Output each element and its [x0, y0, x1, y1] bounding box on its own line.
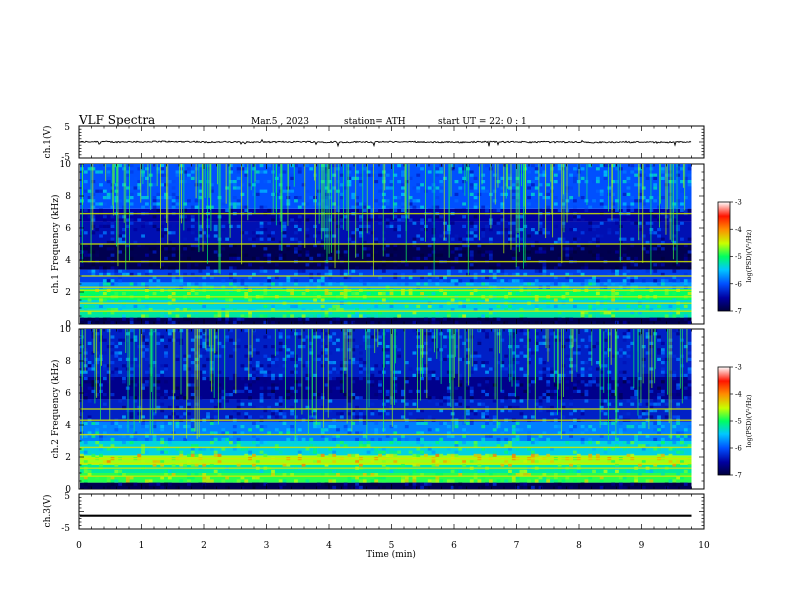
ytick-label: 10 — [60, 325, 72, 335]
ch3-waveform-panel: 5 -5 ch.3(V) — [42, 492, 705, 534]
time-tick-label: 6 — [451, 541, 457, 551]
colorbar-tick-label: -5 — [735, 418, 742, 426]
ytick-label: 2 — [65, 453, 71, 463]
colorbar-tick-label: -3 — [735, 199, 742, 207]
ch1-ticks — [78, 125, 705, 159]
ytick-label: 2 — [65, 288, 71, 298]
ch1-spec-ticks — [78, 163, 705, 325]
ch2-colorbar: -3 -4 -5 -6 -7 log(PSD)(V²/Hz) — [717, 364, 753, 480]
time-tick-label: 4 — [326, 541, 332, 551]
ch2-colorbar-label: log(PSD)(V²/Hz) — [745, 394, 753, 447]
time-axis-label: Time (min) — [366, 549, 416, 560]
colorbar-tick-label: -4 — [735, 226, 742, 234]
time-tick-label: 9 — [639, 541, 645, 551]
ch1-colorbar-ticks: -3 -4 -5 -6 -7 — [730, 199, 742, 316]
ch2-spec-ylabel: ch.2 Frequency (kHz) — [50, 360, 61, 459]
header-date: Mar.5 , 2023 — [251, 117, 309, 127]
ch1-colorbar-label: log(PSD)(V²/Hz) — [745, 229, 753, 282]
ch1-spec-ylabel-text: ch.1 Frequency (kHz) — [50, 195, 61, 294]
ch1-waveform-line — [79, 138, 692, 148]
ch1-spectrogram-panel: 0 2 4 6 8 10 ch.1 Frequency (kHz) — [50, 160, 705, 330]
colorbar-tick-label: -7 — [735, 472, 742, 480]
time-tick-label: 7 — [514, 541, 520, 551]
ch3-waveform-line — [80, 514, 692, 517]
ch2-spectrogram-panel: 0 2 4 6 8 10 ch.2 Frequency (kHz) — [50, 325, 705, 495]
ytick-label: 10 — [60, 160, 72, 170]
ch2-spectrogram-image — [80, 329, 704, 489]
ch1-spectrogram-image — [80, 164, 704, 324]
ch1-waveform-panel: 5 -5 ch.1(V) — [42, 123, 705, 163]
ch1-spec-ytick-labels: 0 2 4 6 8 10 — [60, 160, 72, 330]
ytick-label: 4 — [65, 256, 71, 266]
ch3-ytick-bottom: -5 — [61, 524, 70, 534]
time-tick-label: 1 — [139, 541, 145, 551]
ch1-ylabel: ch.1(V) — [42, 126, 53, 159]
colorbar-tick-label: -5 — [735, 253, 742, 261]
figure-title: VLF Spectra — [78, 113, 155, 127]
ch1-colorbar: -3 -4 -5 -6 -7 log(PSD)(V²/Hz) — [717, 199, 753, 316]
ch2-spec-ytick-labels: 0 2 4 6 8 10 — [60, 325, 72, 495]
ytick-label: 8 — [65, 192, 71, 202]
colorbar-tick-label: -3 — [735, 364, 742, 372]
ch3-ticks — [78, 493, 705, 530]
ytick-label: 6 — [65, 389, 71, 399]
ytick-label: 6 — [65, 224, 71, 234]
colorbar-tick-label: -7 — [735, 308, 742, 316]
colorbar-tick-label: -4 — [735, 391, 742, 399]
ch2-spec-ticks — [78, 328, 705, 490]
time-tick-label: 0 — [76, 541, 82, 551]
time-tick-label: 2 — [201, 541, 207, 551]
time-axis-tick-labels: 0 1 2 3 4 5 6 7 8 9 10 — [76, 541, 710, 551]
ytick-label: 0 — [65, 320, 71, 330]
time-tick-label: 10 — [698, 541, 710, 551]
ch1-spec-ylabel: ch.1 Frequency (kHz) — [50, 195, 61, 294]
ch3-ylabel: ch.3(V) — [42, 495, 53, 528]
ch1-ytick-top: 5 — [64, 123, 70, 133]
time-tick-label: 8 — [576, 541, 582, 551]
ch2-spec-ylabel-text: ch.2 Frequency (kHz) — [50, 360, 61, 459]
ch1-ytick-bottom: -5 — [61, 153, 70, 163]
time-tick-label: 3 — [264, 541, 270, 551]
ytick-label: 8 — [65, 357, 71, 367]
time-tick-label: 5 — [389, 541, 395, 551]
ytick-label: 0 — [65, 485, 71, 495]
colorbar-tick-label: -6 — [735, 445, 742, 453]
header-start-ut: start UT = 22: 0 : 1 — [438, 117, 527, 127]
ytick-label: 4 — [65, 421, 71, 431]
header-station: station= ATH — [344, 117, 406, 127]
ch3-ytick-top: 5 — [64, 492, 70, 502]
ch2-colorbar-ticks: -3 -4 -5 -6 -7 — [730, 364, 742, 480]
colorbar-tick-label: -6 — [735, 280, 742, 288]
